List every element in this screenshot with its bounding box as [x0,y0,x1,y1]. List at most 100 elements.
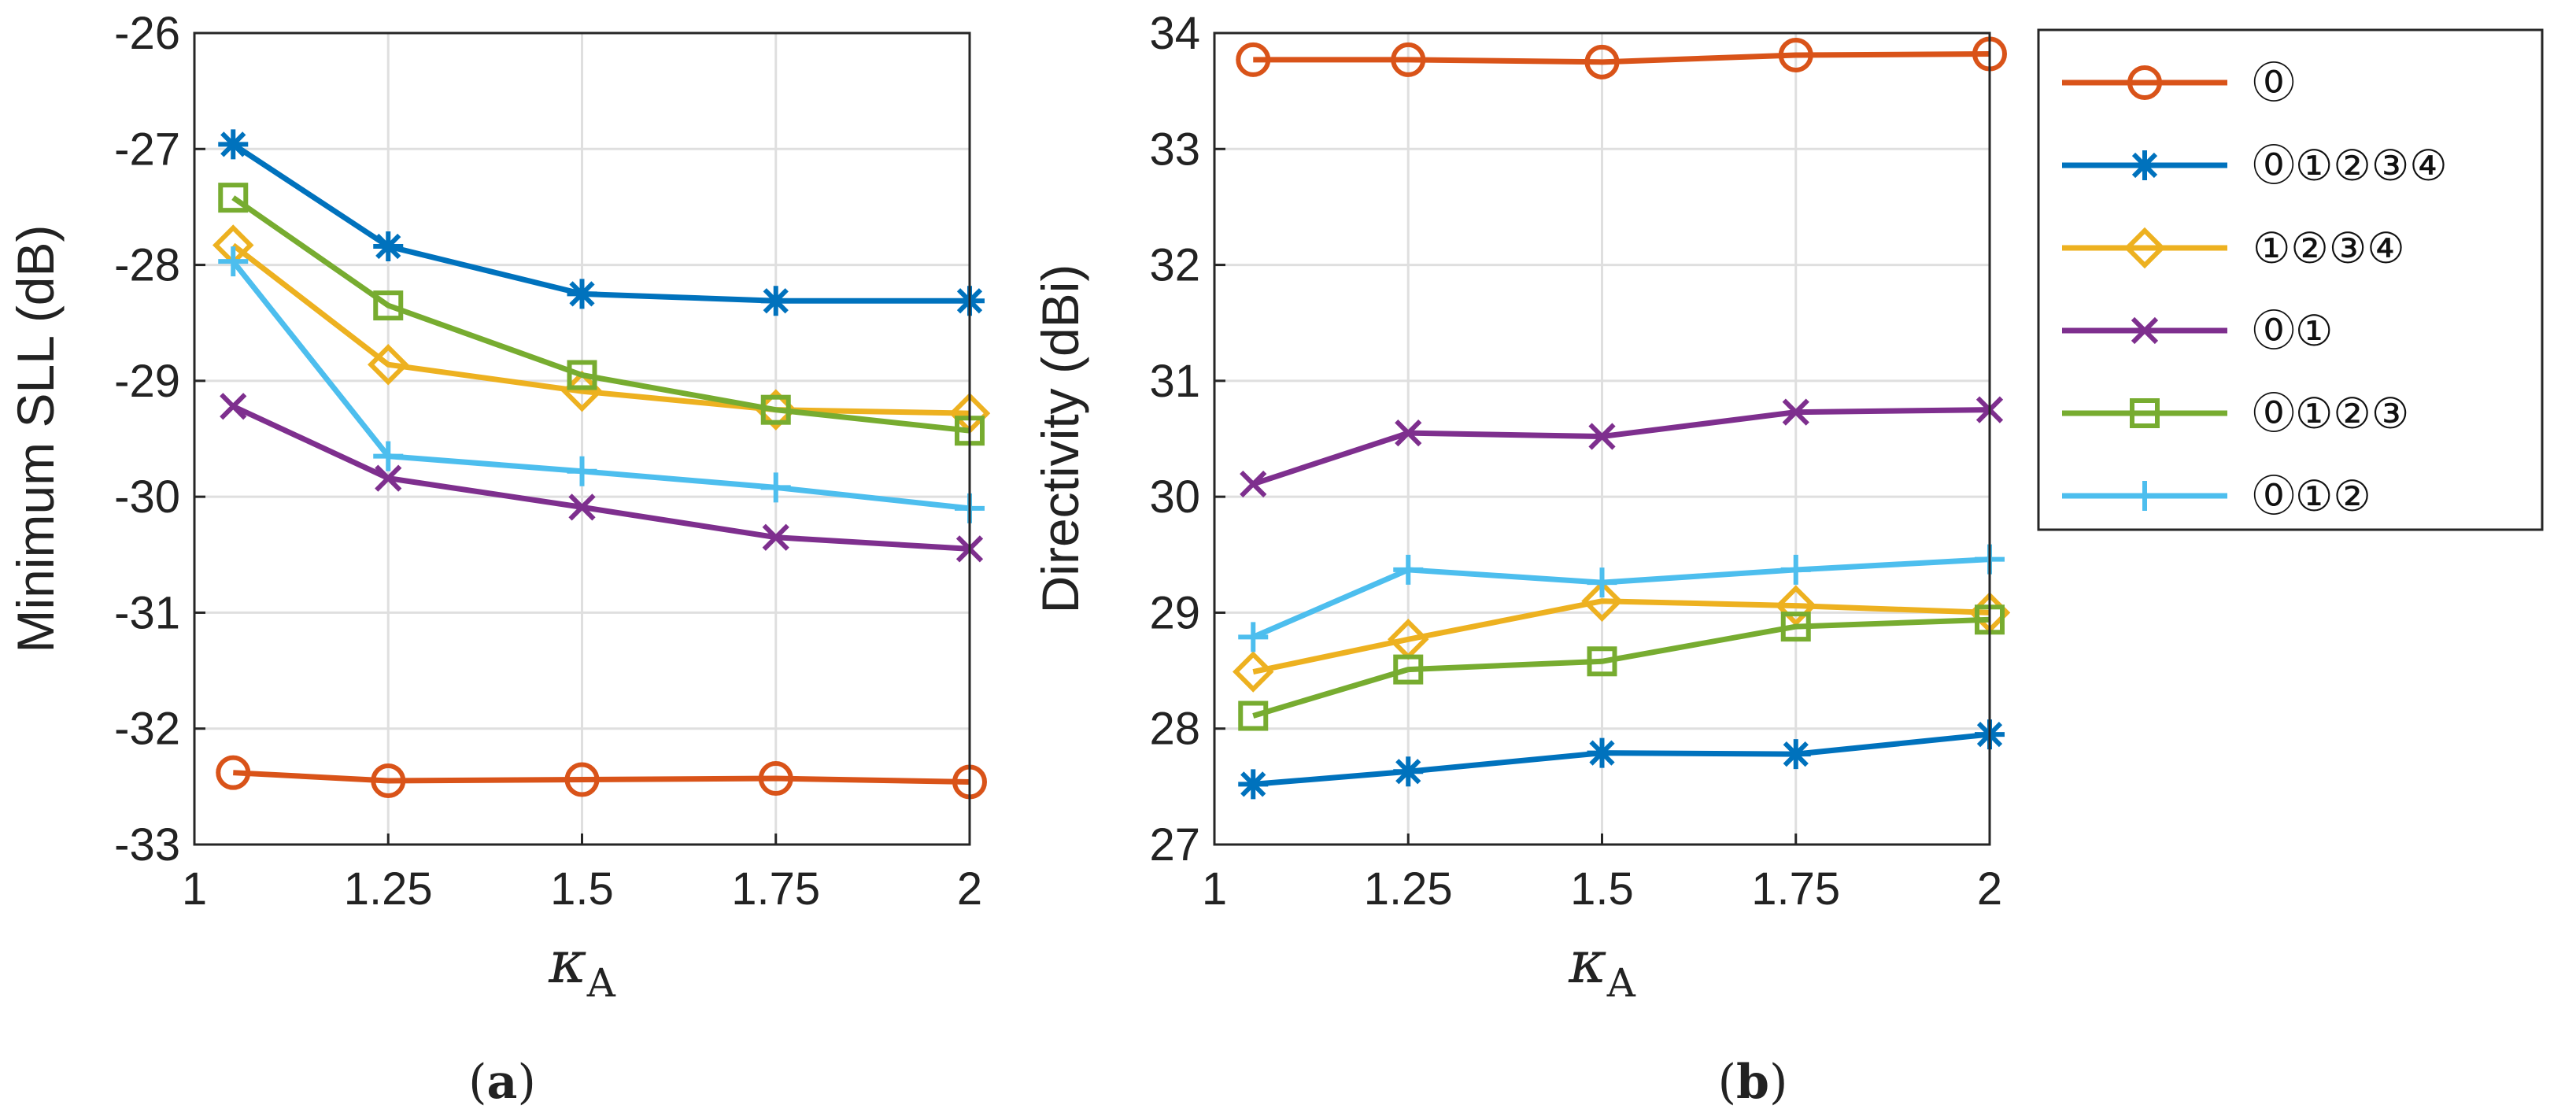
x-tick-label: 1.25 [344,863,433,915]
series-line [1252,598,1990,675]
data-point [368,343,409,386]
data-point [760,394,791,425]
data-point [1236,42,1271,77]
data-point [1391,42,1426,77]
x-tick-label: 1.5 [1570,863,1634,915]
series-4 [1238,604,2005,731]
data-point [218,246,249,277]
legend-marker [2123,227,2166,269]
data-point [1587,567,1617,598]
panel-caption: (b) [1718,1055,1788,1110]
data-point [1393,554,1424,585]
data-point [373,231,404,262]
y-tick-label: -27 [114,124,180,175]
data-point [1587,737,1617,768]
data-point [373,290,404,321]
legend-label: ①②③④ [2253,224,2405,273]
y-tick-label: 30 [1149,471,1200,523]
y-tick-label: -32 [114,704,180,755]
x-tick-label: 1.75 [731,863,820,915]
y-tick-label: 31 [1149,356,1200,407]
y-tick-label: -31 [114,587,180,638]
series-line [233,770,970,785]
data-point [564,762,600,797]
y-axis-label: Directivity (dBi) [1031,264,1089,614]
y-tick-label: 32 [1149,240,1200,291]
data-point [1393,756,1424,787]
legend-box [2037,28,2544,531]
y-tick-label: -26 [114,8,180,59]
data-point [1588,423,1616,450]
data-point [218,129,249,160]
legend-marker [2130,481,2160,511]
x-tick-label: 1.25 [1364,863,1453,915]
data-point [758,761,793,797]
data-point [760,472,791,503]
panel-b-directivity-chart: 1 1.25 1.5 1.75 2 27 28 29 30 31 32 33 34 Directivity… [1031,8,2011,1110]
data-point [568,493,596,521]
x-tick-label: 1.5 [550,863,614,915]
data-point [1584,44,1620,79]
data-point [216,755,251,790]
y-tick-label: -30 [114,471,180,523]
data-point [1581,580,1623,622]
data-point [1587,646,1617,677]
legend-label: ⓪①② [2253,471,2371,521]
legend-label: ⓪ [2253,58,2295,108]
data-point [1780,612,1811,642]
x-tick-label: 2 [1977,863,2002,915]
series-5 [218,246,985,523]
x-tick-label: 1 [1202,863,1227,915]
y-tick-label: 28 [1149,704,1200,755]
legend-marker [2130,150,2160,180]
series-line [1252,616,1990,719]
x-tick-label: 1 [182,863,207,915]
y-tick-label: -28 [114,240,180,291]
data-point [760,286,791,316]
legend-item: ⓪① [2062,306,2333,356]
x-axis-label: κA [1568,929,1636,1006]
legend: ⓪ ⓪①②③④ ①②③④ ⓪① ⓪①②③ ⓪①② [2037,28,2544,531]
y-tick-label: 27 [1149,819,1200,870]
legend-marker [2131,316,2159,345]
data-point [1233,651,1274,693]
data-point [1395,420,1422,447]
data-point [1782,398,1809,426]
data-point [1780,739,1811,770]
data-point [1393,654,1424,685]
data-point [567,360,597,390]
series-line [231,242,970,416]
x-tick-label: 1.75 [1751,863,1840,915]
legend-item: ⓪ [2062,58,2295,108]
data-point [1778,37,1813,72]
y-tick-label: 33 [1149,124,1200,175]
legend-label: ⓪①②③④ [2253,141,2448,190]
legend-label: ⓪①②③ [2253,389,2409,438]
data-point [373,441,404,471]
x-tick-label: 2 [957,863,982,915]
panel-a-sll-chart: 1 1.25 1.5 1.75 2 -33 -32 -31 -30 -29 -28 -27 -26 Min… [6,8,991,1110]
data-point [1238,700,1269,731]
data-point [567,279,597,309]
data-point [762,523,789,551]
y-axis-label: Minimum SLL (dB) [6,224,65,652]
data-point [375,464,402,492]
y-tick-label: 34 [1149,8,1200,59]
legend-marker [2130,398,2160,428]
legend-item: ⓪①② [2062,471,2371,521]
legend-item: ⓪①②③ [2062,389,2409,438]
legend-item: ①②③④ [2062,224,2405,273]
data-point [1238,622,1269,652]
y-tick-label: 29 [1149,587,1200,638]
data-point [218,183,249,213]
series-line [231,195,970,434]
legend-item: ⓪①②③④ [2062,141,2448,190]
data-point [1775,585,1817,627]
data-point [1240,470,1267,498]
x-axis-label: κA [548,929,616,1006]
data-point [567,456,597,486]
legend-label: ⓪① [2253,306,2333,356]
data-point [371,763,406,798]
data-point [1238,769,1269,800]
